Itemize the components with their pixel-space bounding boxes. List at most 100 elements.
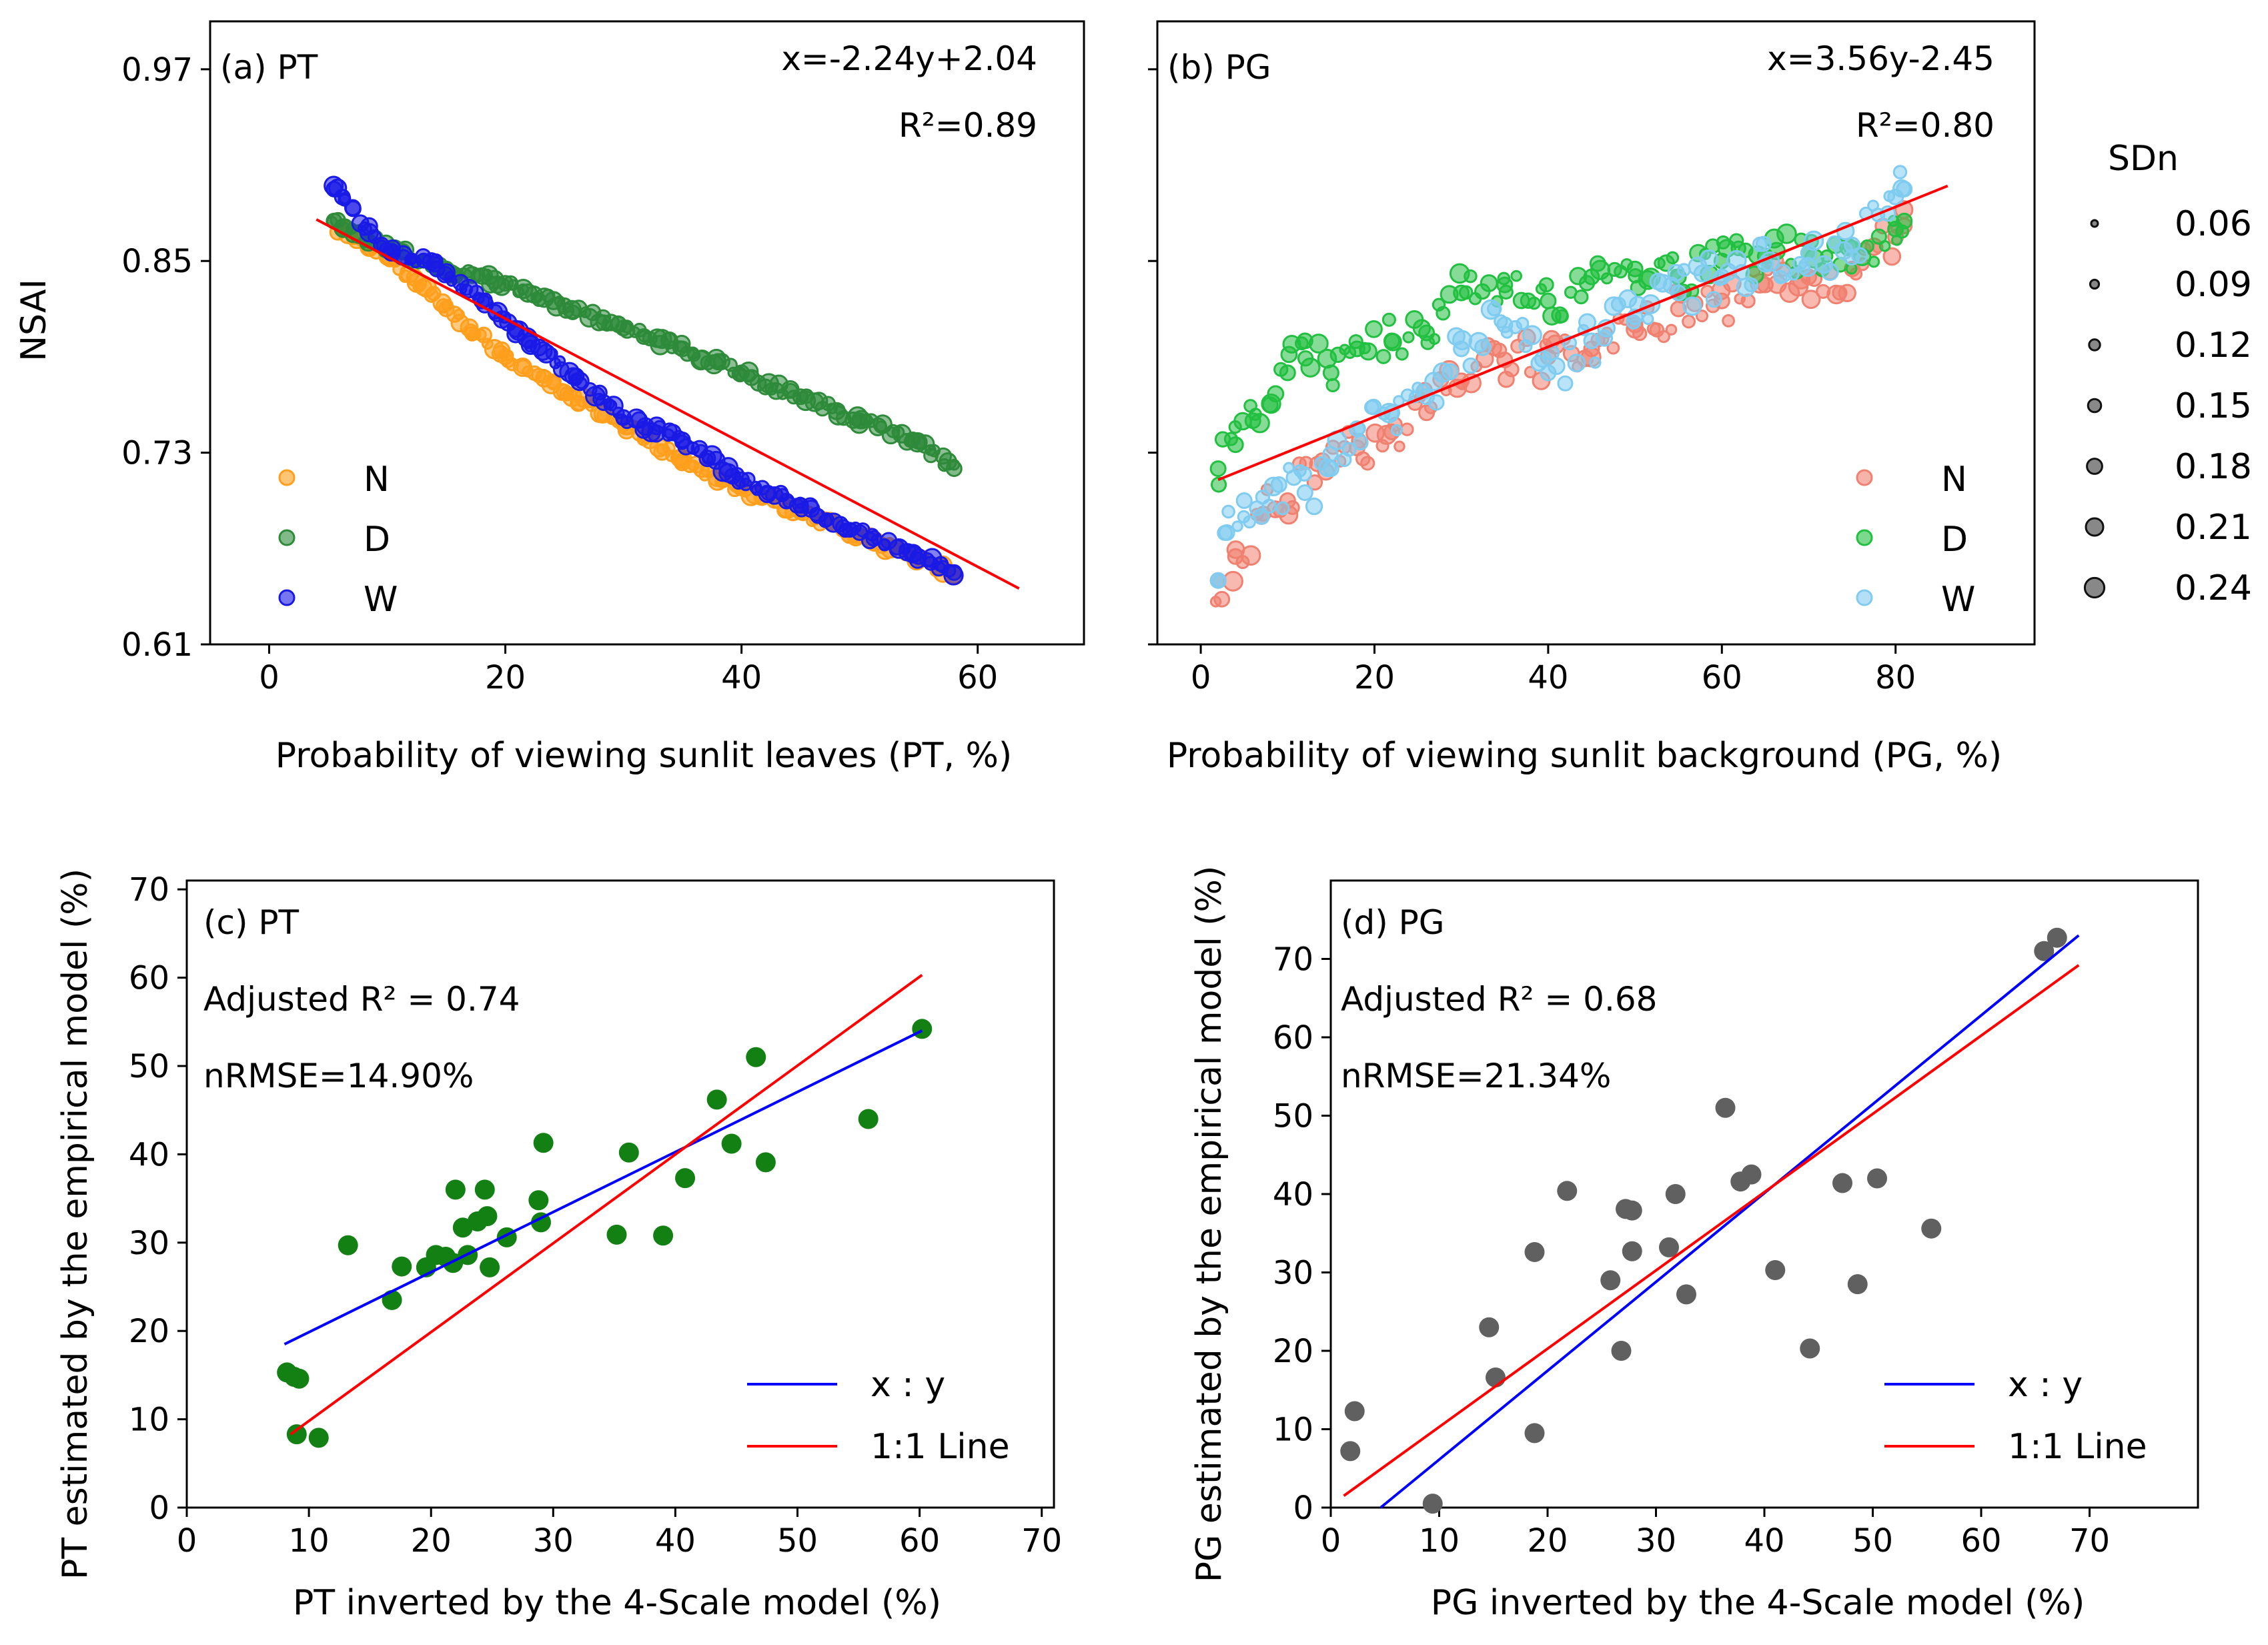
sdn-legend-marker [2088,338,2101,352]
data-point [1921,1218,1942,1239]
data-point [792,497,809,514]
y-tick-label: 0 [149,1490,169,1527]
data-point [445,1179,466,1200]
data-point [606,1224,627,1245]
data-point [2047,927,2067,948]
legend-marker-N [1856,469,1873,486]
data-point [1486,1367,1506,1388]
data-point [1279,364,1296,382]
data-point [1418,324,1436,342]
data-point [945,460,963,478]
data-point [1390,424,1403,437]
x-tick-label: 0 [1191,659,1211,696]
panel-a-equation: x=-2.24y+2.04 [781,39,1037,78]
data-point [1510,269,1522,282]
y-tick-label: 50 [129,1048,169,1085]
x-tick-label: 40 [721,659,762,696]
data-point [1360,456,1375,471]
data-point [1496,276,1514,294]
data-point [556,384,573,401]
data-point [1487,301,1502,317]
data-point [1665,324,1678,336]
y-tick-label: 0.73 [121,435,193,472]
x-tick-label: 0 [259,659,279,696]
data-point [1222,570,1243,592]
y-tick-label: 10 [129,1402,169,1439]
data-point [497,275,514,292]
y-tick-label: 0.97 [121,51,193,89]
data-point [1261,396,1279,414]
data-point [1436,306,1451,321]
data-point [1209,460,1227,478]
data-point [1340,1441,1361,1462]
panel-b-r2: R²=0.80 [1856,106,1995,145]
data-point [1567,354,1586,373]
data-point [733,364,750,382]
x-tick-label: 50 [1852,1522,1893,1560]
data-point [1261,498,1277,514]
data-point [1480,274,1498,292]
legend-label-D: D [1941,520,1968,560]
sdn-size-legend: SDn 0.06 0.09 0.12 0.15 0.18 0.21 0.24 [2083,139,2252,608]
data-point [1300,357,1321,378]
y-tick-label: 0.85 [121,243,193,280]
data-point [615,320,632,337]
data-point [1699,249,1718,269]
data-point [453,308,465,321]
y-tick-label: 40 [129,1136,169,1173]
data-point [344,199,362,217]
data-point [1244,412,1261,430]
data-point [2034,941,2055,961]
x-tick-label: 40 [655,1522,696,1560]
data-point [1479,1317,1500,1337]
series-W [324,175,964,586]
panel-b-equation: x=3.56y-2.45 [1767,39,1995,78]
data-point [1306,474,1323,491]
legend-label-D: D [364,520,390,560]
data-point [1453,284,1470,302]
sdn-legend-marker [2087,398,2103,414]
data-point [1218,524,1235,541]
x-tick-label: 20 [411,1522,452,1560]
x-tick-label: 70 [2069,1522,2110,1560]
data-point [1705,291,1722,308]
data-point [1626,260,1644,278]
data-point [1600,1270,1621,1291]
sdn-legend-marker [2090,219,2099,228]
data-point [674,431,691,448]
data-point [912,1019,933,1039]
legend-marker-W [1856,589,1873,606]
legend-label-xy: x : y [871,1365,945,1405]
y-tick-label: 60 [129,960,169,997]
xy-fit-line [284,1029,923,1345]
panel-c-label: (c) PT [203,903,300,942]
x-tick-label: 20 [1354,659,1395,696]
data-point [674,340,691,358]
data-point [1820,262,1839,282]
data-point [533,1133,554,1153]
data-point [1554,309,1569,324]
data-point [528,1190,549,1211]
data-point [1231,520,1243,532]
data-point [1253,508,1270,525]
data-point [1606,341,1620,355]
data-point [910,548,927,565]
data-point [1453,340,1470,358]
legend-marker-D [1856,529,1873,546]
data-point [1296,484,1313,501]
panel-b-label: (b) PG [1167,48,1271,87]
data-point [1516,317,1530,330]
legend-marker-D [278,529,296,546]
data-point [1325,378,1340,393]
data-point [1844,236,1861,253]
data-point [615,409,632,426]
data-point [1878,239,1891,252]
panel-d-ylabel: PG estimated by the empirical model (%) [1189,866,1229,1583]
data-point [1676,1284,1696,1305]
data-point [477,1206,498,1227]
data-point [1209,572,1227,589]
data-point [556,297,573,314]
panel-d-adjusted-r2: Adjusted R² = 0.68 [1341,980,1658,1019]
x-tick-label: 10 [289,1522,330,1560]
data-point [910,433,927,450]
